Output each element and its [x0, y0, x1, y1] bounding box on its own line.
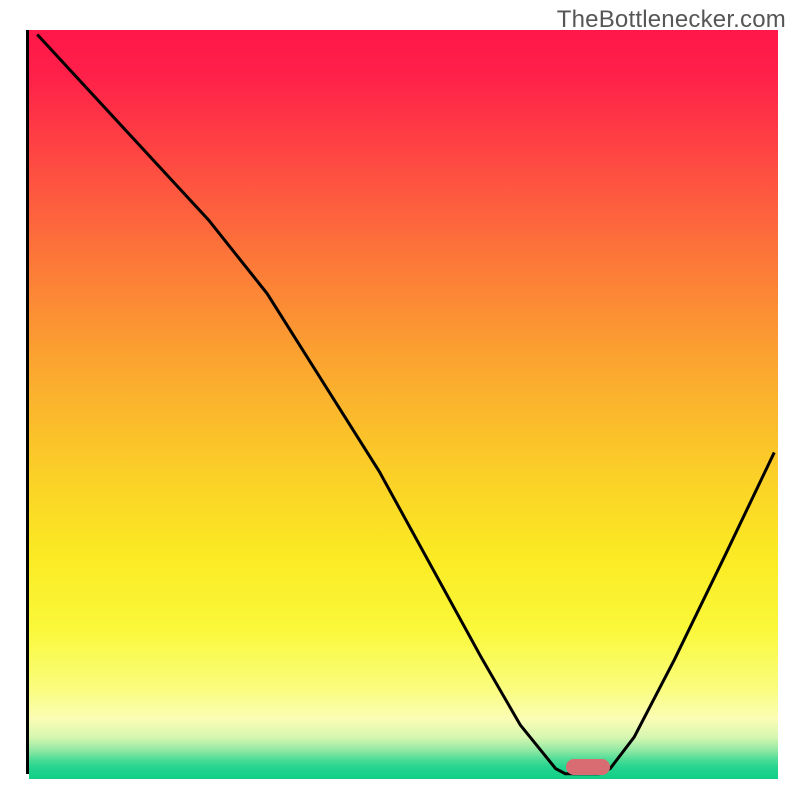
optimal-point-marker [566, 759, 610, 775]
watermark-text: TheBottlenecker.com [557, 6, 786, 34]
plot-frame [26, 30, 778, 774]
bottleneck-curve [29, 30, 778, 779]
